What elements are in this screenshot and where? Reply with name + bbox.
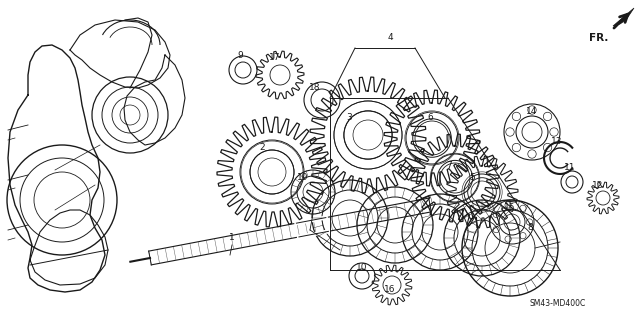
Text: 19: 19 — [297, 174, 308, 182]
Text: 4: 4 — [387, 33, 393, 42]
Text: 5: 5 — [469, 174, 475, 182]
Text: 10: 10 — [356, 263, 368, 272]
Text: 2: 2 — [259, 144, 265, 152]
Text: 3: 3 — [346, 114, 352, 122]
Text: FR.: FR. — [589, 33, 608, 43]
Text: 1: 1 — [229, 234, 235, 242]
Text: 13: 13 — [551, 137, 563, 146]
Text: 11: 11 — [564, 164, 576, 173]
Text: 16: 16 — [384, 286, 396, 294]
Text: 8: 8 — [527, 224, 533, 233]
Text: 18: 18 — [309, 84, 321, 93]
Polygon shape — [613, 8, 634, 26]
Text: 17: 17 — [269, 54, 281, 63]
Text: 15: 15 — [504, 204, 516, 212]
Text: 7: 7 — [446, 160, 452, 169]
Text: 6: 6 — [427, 114, 433, 122]
Text: 12: 12 — [592, 181, 604, 189]
Text: 14: 14 — [526, 108, 538, 116]
Text: SM43-MD400C: SM43-MD400C — [530, 299, 586, 308]
Text: 9: 9 — [237, 50, 243, 60]
